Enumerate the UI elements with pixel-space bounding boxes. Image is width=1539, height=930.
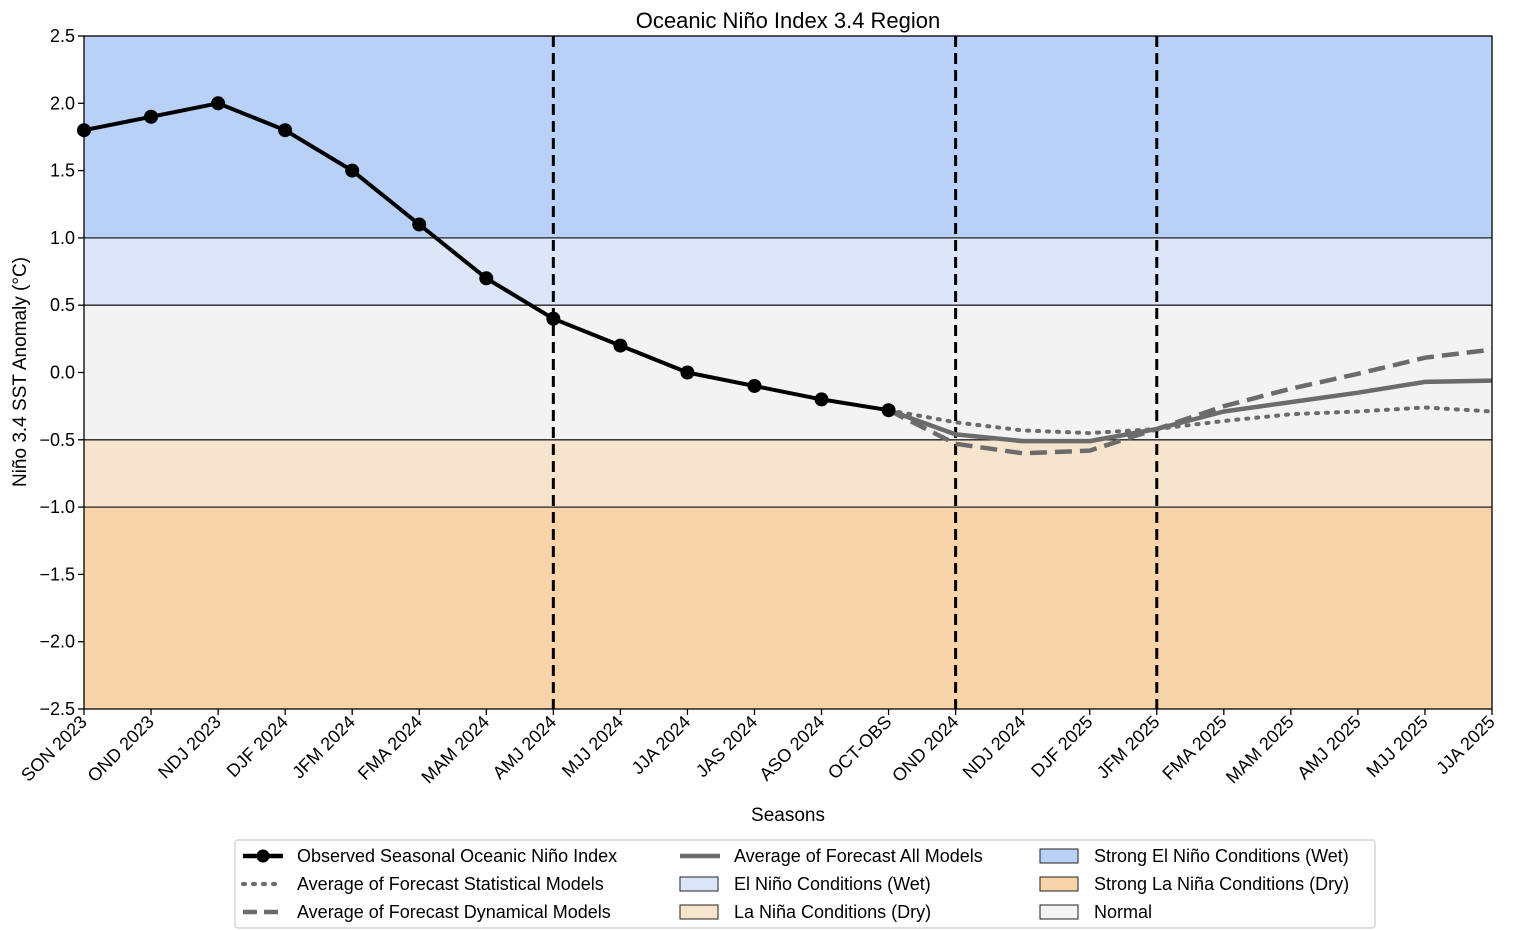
- observed-point: [546, 311, 561, 326]
- legend-swatch: [679, 904, 719, 920]
- x-tick-label: MJJ 2024: [558, 712, 627, 781]
- legend-entry-normal: Normal: [1039, 902, 1152, 922]
- x-tick-label: NDJ 2023: [154, 712, 225, 783]
- y-tick-label: 2.0: [50, 93, 75, 113]
- x-tick-label: JJA 2025: [1432, 712, 1499, 779]
- condition-bands: [84, 36, 1492, 709]
- legend-label: Strong El Niño Conditions (Wet): [1094, 846, 1349, 866]
- x-tick-label: FMA 2025: [1158, 712, 1230, 784]
- legend-label: Strong La Niña Conditions (Dry): [1094, 874, 1349, 894]
- season-divider-lines: [551, 36, 1159, 709]
- x-tick-label: AMJ 2024: [489, 712, 560, 783]
- band-normal: [84, 305, 1492, 440]
- x-tick-label: OND 2024: [888, 712, 962, 786]
- x-tick-label: MAM 2025: [1222, 712, 1298, 788]
- observed-point: [211, 96, 226, 111]
- y-tick-label: 1.5: [50, 161, 75, 181]
- y-tick-label: −1.0: [39, 497, 75, 517]
- y-tick-label: −2.0: [39, 632, 75, 652]
- band-strong-la-ni-a-conditions-dry: [84, 507, 1492, 709]
- legend-swatch: [1039, 876, 1079, 892]
- observed-point: [278, 123, 293, 138]
- legend-box: [234, 839, 1376, 929]
- observed-point: [747, 378, 762, 393]
- x-tick-label: OCT-OBS: [824, 712, 895, 783]
- x-tick-label: JFM 2024: [288, 712, 359, 783]
- y-axis-label: Niño 3.4 SST Anomaly (°C): [10, 257, 31, 487]
- band-el-ni-o-conditions-wet: [84, 237, 1492, 306]
- legend-entry-average-of-forecast-statistical-models: Average of Forecast Statistical Models: [241, 874, 604, 894]
- band-strong-el-ni-o-conditions-wet: [84, 36, 1492, 238]
- chart-title: Oceanic Niño Index 3.4 Region: [636, 8, 941, 33]
- observed-point: [814, 392, 829, 407]
- y-tick-label: 2.5: [50, 26, 75, 46]
- legend-swatch: [1039, 848, 1079, 864]
- legend-label: El Niño Conditions (Wet): [734, 874, 931, 894]
- x-tick-label: MAM 2024: [417, 712, 493, 788]
- series-line-average-of-forecast-all-models: [887, 378, 1493, 444]
- x-axis-label: Seasons: [751, 805, 825, 826]
- observed-point: [144, 109, 159, 124]
- series-line-average-of-forecast-dynamical-models: [887, 347, 1493, 456]
- observed-point: [479, 271, 494, 286]
- legend-entry-strong-el-ni-o-conditions-wet: Strong El Niño Conditions (Wet): [1039, 846, 1349, 866]
- y-tick-label: 0.5: [50, 295, 75, 315]
- band-la-ni-a-conditions-dry: [84, 439, 1492, 508]
- legend-entry-el-ni-o-conditions-wet: El Niño Conditions (Wet): [679, 874, 931, 894]
- legend-label: Normal: [1094, 902, 1152, 922]
- legend-label: Average of Forecast Statistical Models: [297, 874, 604, 894]
- x-tick-label: MJJ 2025: [1362, 712, 1431, 781]
- y-tick-label: −1.5: [39, 564, 75, 584]
- x-tick-label: DJF 2024: [223, 712, 292, 781]
- x-tick-label: JFM 2025: [1093, 712, 1164, 783]
- y-tick-label: −2.5: [39, 699, 75, 719]
- x-tick-label: JJA 2024: [628, 712, 695, 779]
- legend-swatch: [1039, 904, 1079, 920]
- y-axis-ticks: 2.5 2.0 1.5 1.0 0.5 0.0 −0.5 −1.0 −1.5 −2.0 −2.5: [39, 26, 84, 719]
- legend-label: Average of Forecast Dynamical Models: [297, 902, 611, 922]
- observed-point: [613, 338, 628, 353]
- y-tick-label: 1.0: [50, 228, 75, 248]
- legend-label: Observed Seasonal Oceanic Niño Index: [297, 846, 617, 866]
- x-tick-label: FMA 2024: [354, 712, 426, 784]
- x-tick-label: SON 2023: [17, 712, 91, 786]
- series-lines: [77, 96, 1494, 456]
- y-tick-label: 0.0: [50, 363, 75, 383]
- legend-entry-average-of-forecast-dynamical-models: Average of Forecast Dynamical Models: [243, 902, 611, 922]
- x-tick-label: OND 2023: [84, 712, 158, 786]
- legend-entry-la-ni-a-conditions-dry: La Niña Conditions (Dry): [679, 902, 931, 922]
- legend-entry-observed-seasonal-oceanic-ni-o-index: Observed Seasonal Oceanic Niño Index: [243, 846, 617, 866]
- x-tick-label: AMJ 2025: [1293, 712, 1364, 783]
- legend-entry-average-of-forecast-all-models: Average of Forecast All Models: [680, 846, 983, 866]
- observed-point: [345, 163, 360, 178]
- legend: Observed Seasonal Oceanic Niño Index Aver…: [234, 839, 1376, 929]
- legend-swatch: [679, 876, 719, 892]
- legend-marker: [256, 849, 270, 863]
- legend-entry-strong-la-ni-a-conditions-dry: Strong La Niña Conditions (Dry): [1039, 874, 1349, 894]
- y-tick-label: −0.5: [39, 430, 75, 450]
- x-tick-label: ASO 2024: [755, 712, 828, 785]
- x-tick-label: NDJ 2024: [959, 712, 1030, 783]
- legend-label: Average of Forecast All Models: [734, 846, 983, 866]
- legend-label: La Niña Conditions (Dry): [734, 902, 931, 922]
- series-line-average-of-forecast-statistical-models: [886, 405, 1494, 436]
- x-tick-label: DJF 2025: [1027, 712, 1096, 781]
- observed-point: [881, 403, 896, 418]
- x-tick-label: JAS 2024: [692, 712, 761, 781]
- observed-point: [412, 217, 427, 232]
- observed-point: [680, 365, 695, 380]
